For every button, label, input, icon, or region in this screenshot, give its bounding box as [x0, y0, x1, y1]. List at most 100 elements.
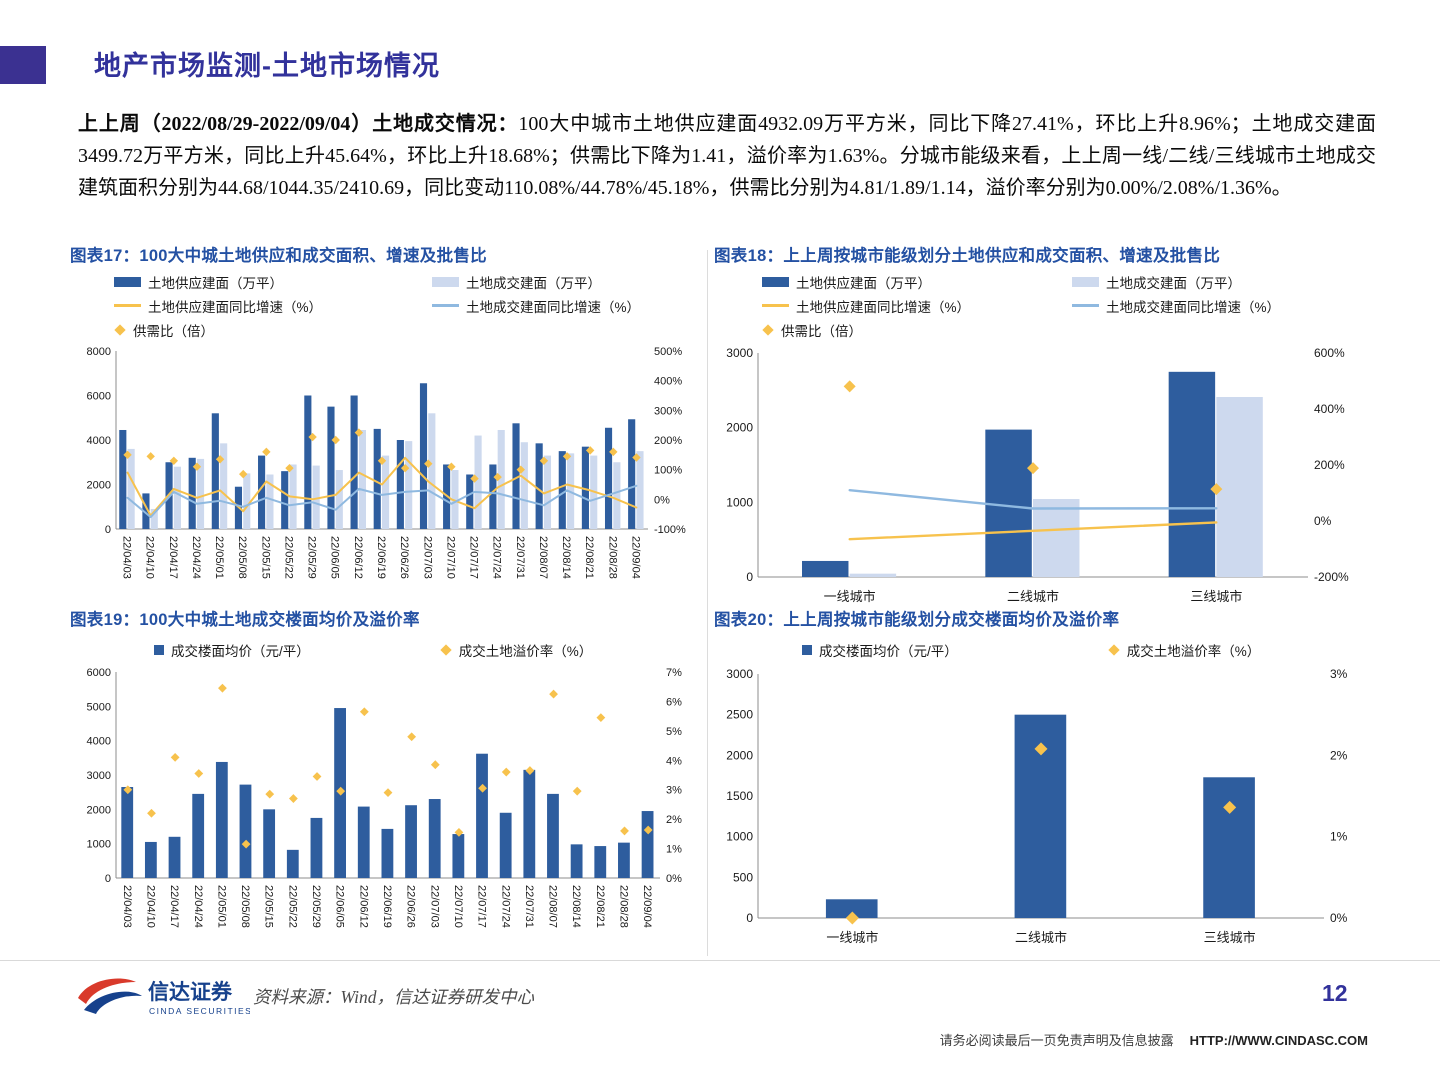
- bar: [1033, 499, 1080, 577]
- x-axis-label: 22/04/03: [121, 885, 133, 928]
- right-axis-tick: 500%: [654, 346, 682, 358]
- bar-series-0: [119, 383, 636, 530]
- diamond-point: [383, 788, 393, 798]
- x-axis-label: 22/07/24: [499, 885, 511, 928]
- bar-light-marker-icon: [1072, 276, 1099, 287]
- x-axis-label: 22/08/28: [606, 536, 618, 579]
- legend-item: 供需比（倍）: [114, 319, 432, 340]
- diamond-point: [194, 769, 204, 778]
- bar: [512, 423, 520, 529]
- legend-label: 成交楼面均价（元/平）: [171, 643, 310, 659]
- bar: [1168, 371, 1216, 577]
- figure-19-title: 图表19：100大中城土地成交楼面均价及溢价率: [70, 611, 420, 629]
- x-axis-label: 22/08/07: [547, 885, 559, 928]
- diamond-point: [123, 785, 133, 795]
- x-axis-label: 22/08/21: [594, 885, 606, 928]
- bar: [474, 435, 482, 529]
- line-yellow-marker-icon: [114, 304, 141, 307]
- legend-item: 成交土地溢价率（%）: [440, 639, 592, 660]
- right-axis-tick: 300%: [654, 405, 682, 417]
- bar: [396, 440, 404, 529]
- x-axis-label: 22/09/04: [641, 885, 653, 928]
- bar: [604, 427, 613, 529]
- figure-19-panel: 图表19：100大中城土地成交楼面均价及溢价率 成交楼面均价（元/平） 成交土地…: [70, 606, 702, 966]
- legend-label: 土地供应建面（万平）: [796, 275, 931, 291]
- diamond-point: [241, 839, 251, 849]
- legend-item: 土地供应建面同比增速（%）: [114, 295, 432, 316]
- legend-label: 供需比（倍）: [133, 323, 214, 339]
- left-axis-tick: 2000: [87, 480, 111, 492]
- bar-light-marker-icon: [432, 276, 459, 287]
- bar: [312, 465, 320, 529]
- bar: [168, 836, 181, 878]
- right-axis-tick: 0%: [666, 873, 682, 885]
- diamond-point: [845, 911, 859, 925]
- legend-label: 土地供应建面同比增速（%）: [148, 299, 323, 315]
- x-axis-label: 22/05/08: [239, 885, 251, 928]
- bar: [825, 899, 878, 918]
- diamond-point: [454, 827, 464, 837]
- bar: [357, 806, 370, 878]
- bar: [558, 451, 566, 530]
- bar: [497, 429, 505, 529]
- figure-18-legend: 土地供应建面（万平） 土地成交建面（万平） 土地供应建面同比增速（%） 土地成交…: [762, 271, 1366, 340]
- x-axis-label: 22/07/17: [476, 885, 488, 928]
- x-axis-label: 22/06/05: [334, 885, 346, 928]
- diamond-point: [643, 825, 653, 835]
- diamond-point: [170, 752, 180, 762]
- right-axis-tick: 5%: [666, 726, 682, 738]
- legend-label: 土地成交建面同比增速（%）: [1106, 299, 1281, 315]
- x-axis-label: 22/04/17: [167, 536, 179, 579]
- diamond-series: [123, 683, 653, 849]
- diamond-marker-icon: [1108, 643, 1120, 656]
- legend-label: 土地供应建面同比增速（%）: [796, 299, 971, 315]
- legend-item: 土地成交建面（万平）: [432, 271, 702, 292]
- diamond-point: [501, 767, 511, 777]
- line-series-1: [848, 488, 1218, 510]
- x-axis-label: 22/07/03: [428, 885, 440, 928]
- right-axis-tick: 1%: [1330, 830, 1348, 844]
- right-axis-tick: 100%: [654, 465, 682, 477]
- vertical-divider: [707, 250, 708, 956]
- diamond-point: [609, 447, 618, 457]
- legend-item: 土地成交建面同比增速（%）: [1072, 295, 1366, 316]
- bar: [304, 395, 312, 529]
- diamond-point: [354, 428, 364, 437]
- diamond-point: [596, 713, 606, 723]
- figure-20-title: 图表20：上上周按城市能级划分成交楼面均价及溢价率: [714, 611, 1120, 629]
- figure-17-title: 图表17：100大中城土地供应和成交面积、增速及批售比: [70, 247, 487, 265]
- bar: [263, 809, 276, 878]
- bar: [196, 458, 205, 529]
- left-axis-tick: 1500: [726, 789, 753, 803]
- x-axis-label: 22/08/14: [570, 885, 582, 928]
- right-axis-tick: -100%: [654, 524, 686, 536]
- left-axis-tick: 5000: [87, 701, 111, 713]
- bar: [382, 455, 390, 529]
- line-series-0: [848, 521, 1218, 541]
- x-axis-label: 一线城市: [826, 930, 878, 945]
- figure-17-legend: 土地供应建面（万平） 土地成交建面（万平） 土地供应建面同比增速（%） 土地成交…: [114, 271, 702, 340]
- diamond-point: [331, 435, 340, 445]
- bar: [335, 470, 343, 529]
- left-axis-tick: 3000: [726, 346, 753, 360]
- x-axis-label: 22/06/12: [352, 536, 364, 579]
- bar: [150, 508, 158, 529]
- legend-label: 成交楼面均价（元/平）: [819, 643, 958, 659]
- right-axis-tick: 1%: [666, 844, 682, 856]
- x-axis-label: 22/05/29: [310, 885, 322, 928]
- bar: [173, 466, 181, 529]
- bar: [188, 457, 196, 529]
- figure-18-title: 图表18：上上周按城市能级划分土地供应和成交面积、增速及批售比: [714, 247, 1221, 265]
- x-axis-label: 22/04/17: [168, 885, 180, 928]
- left-axis-tick: 1000: [726, 830, 753, 844]
- diamond-marker-icon: [114, 323, 126, 336]
- diamond-point: [525, 766, 535, 775]
- bar: [215, 761, 228, 878]
- bar: [636, 451, 644, 530]
- line-series-0: [126, 456, 638, 517]
- x-axis-label: 22/07/10: [452, 885, 464, 928]
- summary-lead: 上上周（2022/08/29-2022/09/04）土地成交情况：: [78, 113, 519, 135]
- bar-dark-marker-icon: [802, 644, 812, 655]
- x-axis-label: 22/04/24: [192, 885, 204, 928]
- x-axis-label: 一线城市: [824, 589, 876, 604]
